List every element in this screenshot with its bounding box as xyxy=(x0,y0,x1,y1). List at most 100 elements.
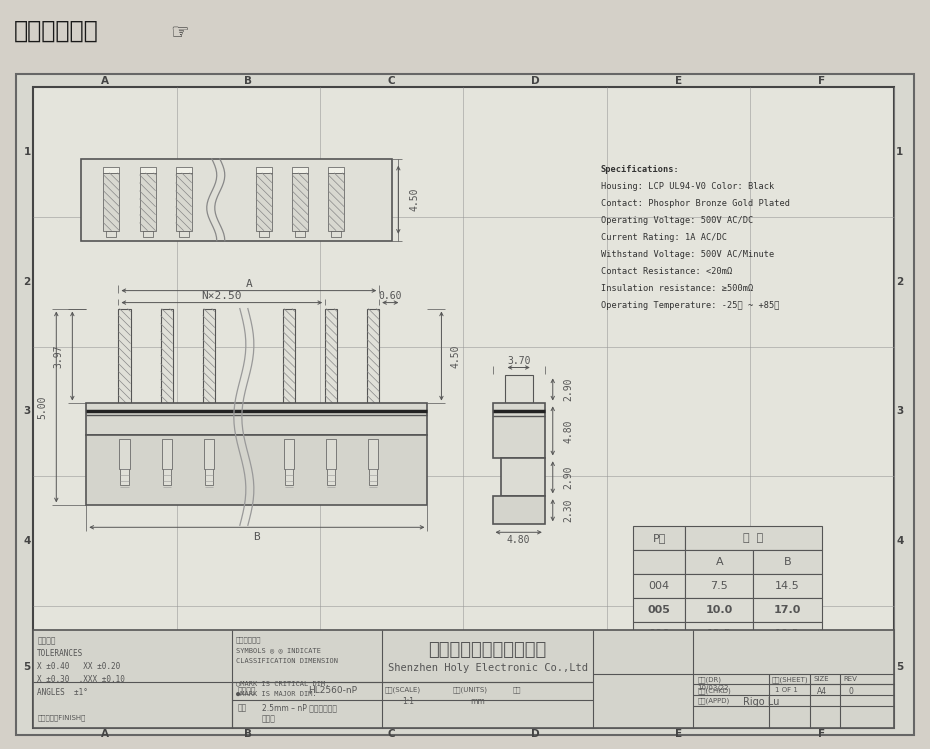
Bar xyxy=(326,440,336,470)
Text: 3: 3 xyxy=(897,407,903,416)
Text: 1:1: 1:1 xyxy=(403,697,414,706)
Text: Insulation resistance: ≥500mΩ: Insulation resistance: ≥500mΩ xyxy=(601,284,753,293)
Bar xyxy=(633,598,685,622)
Bar xyxy=(753,622,821,646)
Text: 7.5: 7.5 xyxy=(711,581,728,591)
Bar xyxy=(140,167,155,173)
Bar xyxy=(685,551,753,574)
Text: A: A xyxy=(715,557,723,567)
Text: 5: 5 xyxy=(23,662,31,672)
Bar xyxy=(33,630,894,728)
Bar xyxy=(369,470,378,485)
Text: Rigo Lu: Rigo Lu xyxy=(743,697,779,707)
Bar xyxy=(118,309,130,404)
Text: 4.80: 4.80 xyxy=(564,419,574,443)
Bar xyxy=(753,574,821,598)
Bar xyxy=(103,167,119,173)
Text: Withstand Voltage: 500V AC/Minute: Withstand Voltage: 500V AC/Minute xyxy=(601,249,774,258)
Bar xyxy=(500,458,545,497)
Text: B: B xyxy=(784,557,791,567)
Text: 5.00: 5.00 xyxy=(37,395,47,419)
Bar xyxy=(633,622,685,646)
Bar xyxy=(493,404,545,458)
Bar xyxy=(205,470,213,485)
Bar xyxy=(259,231,269,237)
Bar xyxy=(256,167,272,173)
Bar xyxy=(633,551,685,574)
Bar xyxy=(162,440,172,470)
Bar xyxy=(328,173,344,231)
Text: 2: 2 xyxy=(897,276,903,287)
Text: 0.60: 0.60 xyxy=(379,291,402,300)
Text: ANGLES  ±1°: ANGLES ±1° xyxy=(37,688,88,697)
Bar xyxy=(285,470,293,485)
Text: mm: mm xyxy=(471,697,485,706)
Text: A4: A4 xyxy=(817,687,827,696)
Text: E: E xyxy=(675,76,683,86)
Bar xyxy=(328,167,344,173)
Text: 4.50: 4.50 xyxy=(450,345,460,368)
Bar xyxy=(685,598,753,622)
Bar xyxy=(179,231,189,237)
Text: 图标: 图标 xyxy=(512,686,521,693)
Bar xyxy=(176,173,192,231)
Bar xyxy=(163,470,170,485)
Text: 17.0: 17.0 xyxy=(774,605,801,615)
Text: ☞: ☞ xyxy=(170,23,189,43)
Text: X ±0.30  .XXX ±0.10: X ±0.30 .XXX ±0.10 xyxy=(37,675,126,684)
Text: 19.5: 19.5 xyxy=(775,629,800,639)
Bar xyxy=(753,598,821,622)
Text: 表面处理（FINISH）: 表面处理（FINISH） xyxy=(37,714,86,721)
Bar xyxy=(176,167,192,173)
Text: Contact: Phosphor Bronze Gold Plated: Contact: Phosphor Bronze Gold Plated xyxy=(601,198,790,207)
Text: 1: 1 xyxy=(897,147,903,157)
Text: 2.90: 2.90 xyxy=(564,466,574,489)
Bar xyxy=(685,622,753,646)
Bar xyxy=(203,309,215,404)
Text: 14.5: 14.5 xyxy=(775,581,800,591)
Bar xyxy=(140,173,155,231)
Text: C: C xyxy=(388,76,395,86)
Text: Shenzhen Holy Electronic Co.,Ltd: Shenzhen Holy Electronic Co.,Ltd xyxy=(388,663,588,673)
Bar xyxy=(327,470,335,485)
Text: 005: 005 xyxy=(647,605,671,615)
Bar xyxy=(86,404,428,435)
Text: SYMBOLS ◎ ◎ INDICATE: SYMBOLS ◎ ◎ INDICATE xyxy=(236,647,321,653)
Text: Current Rating: 1A AC/DC: Current Rating: 1A AC/DC xyxy=(601,233,727,242)
Text: HL2560-nP: HL2560-nP xyxy=(308,686,357,695)
Text: 张数(SHEET): 张数(SHEET) xyxy=(771,676,808,682)
Text: D: D xyxy=(531,729,539,739)
Bar xyxy=(161,309,173,404)
Text: 4.80: 4.80 xyxy=(507,536,530,545)
Text: TOLERANCES: TOLERANCES xyxy=(37,649,84,658)
Bar xyxy=(685,527,821,551)
Text: 5: 5 xyxy=(897,662,903,672)
Bar xyxy=(505,375,533,404)
Text: 004: 004 xyxy=(648,581,670,591)
Text: F: F xyxy=(818,729,826,739)
Text: 10.0: 10.0 xyxy=(706,605,733,615)
Text: 工程图号: 工程图号 xyxy=(238,686,257,695)
Text: 0: 0 xyxy=(849,687,854,696)
Text: 12.5: 12.5 xyxy=(707,629,732,639)
Bar xyxy=(103,173,119,231)
Text: P数: P数 xyxy=(652,533,666,543)
Text: 深圳市宏利电子有限公司: 深圳市宏利电子有限公司 xyxy=(429,641,547,659)
Text: N×2.50: N×2.50 xyxy=(202,291,242,300)
Bar xyxy=(106,231,116,237)
Bar xyxy=(685,574,753,598)
Text: 尺  寸: 尺 寸 xyxy=(743,533,764,543)
Text: B: B xyxy=(254,533,260,542)
Text: 胶芯）: 胶芯） xyxy=(262,714,276,723)
Text: A: A xyxy=(246,279,252,288)
Text: Operating Temperature: -25℃ ~ +85℃: Operating Temperature: -25℃ ~ +85℃ xyxy=(601,300,779,309)
Text: 2.90: 2.90 xyxy=(564,377,574,401)
Text: C: C xyxy=(388,729,395,739)
Bar xyxy=(119,440,129,470)
Text: ●MARK IS MAJOR DIM.: ●MARK IS MAJOR DIM. xyxy=(236,691,316,697)
Text: 1 OF 1: 1 OF 1 xyxy=(776,687,798,693)
Text: 核准(APPD): 核准(APPD) xyxy=(698,697,729,703)
Text: 4: 4 xyxy=(23,536,31,546)
Text: 3.97: 3.97 xyxy=(53,345,63,368)
Text: 3: 3 xyxy=(23,407,31,416)
